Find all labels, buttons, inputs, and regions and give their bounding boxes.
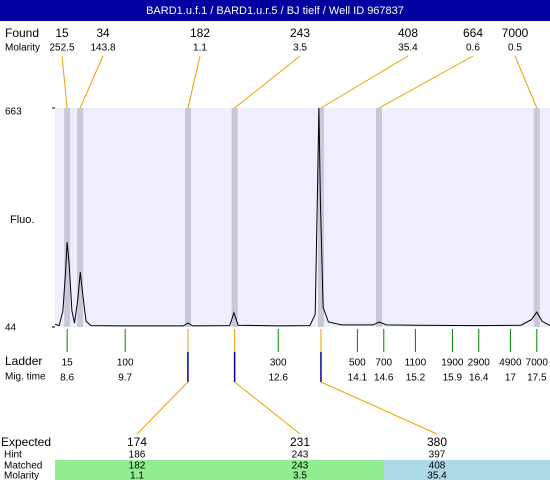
peak-band: [376, 108, 383, 327]
ladder-time: 14.1: [348, 373, 368, 384]
found-size: 408: [398, 26, 418, 40]
molarity: 35.4: [427, 471, 447, 480]
title-bar: [0, 0, 550, 21]
matched: 243: [292, 461, 309, 472]
expected-size: 231: [290, 435, 310, 449]
matched-label: Matched: [4, 461, 42, 472]
molarity-label: Molarity: [4, 471, 39, 480]
found-molarity: 35.4: [398, 43, 418, 54]
found-connector: [514, 55, 538, 109]
found-connector: [378, 55, 474, 109]
title: BARD1.u.f.1 / BARD1.u.r.5 / BJ tielf / W…: [146, 5, 404, 17]
ladder-time: 8.6: [60, 373, 74, 384]
ladder-size: 1100: [405, 358, 427, 369]
ladder-time: 15.9: [443, 373, 463, 384]
ladder-size: 100: [117, 358, 134, 369]
ladder-time: 15.2: [406, 373, 426, 384]
found-connector: [187, 55, 201, 109]
found-size: 243: [290, 26, 310, 40]
ladder-size: 2900: [468, 358, 491, 369]
found-connector: [234, 55, 301, 109]
expected-connector: [136, 381, 189, 435]
y-tick-label: 663: [5, 107, 22, 118]
found-molarity: 143.8: [90, 43, 115, 54]
found-size: 15: [55, 26, 69, 40]
ladder-label: Ladder: [5, 354, 42, 368]
plot-area: [55, 108, 550, 327]
peak-band: [77, 108, 84, 327]
ladder-size: 15: [62, 358, 74, 369]
found-molarity: 0.6: [466, 43, 480, 54]
found-molarity: 1.1: [193, 43, 207, 54]
hint-label: Hint: [4, 450, 22, 461]
ladder-size: 300: [270, 358, 287, 369]
ladder-size: 700: [375, 358, 392, 369]
matched: 182: [129, 461, 146, 472]
peak-band: [533, 108, 540, 327]
expected-size: 174: [127, 435, 147, 449]
ladder-time: 9.7: [118, 373, 132, 384]
ladder-size: 500: [349, 358, 366, 369]
found-molarity: 3.5: [293, 43, 307, 54]
y-label: Fluo.: [10, 214, 34, 226]
expected-connector: [320, 381, 438, 435]
hint: 243: [292, 450, 309, 461]
found-size: 182: [190, 26, 210, 40]
ladder-size: 1900: [441, 358, 464, 369]
ladder-size: 7000: [526, 358, 549, 369]
found-molarity: 252.5: [49, 43, 74, 54]
found-label: Found: [5, 26, 39, 40]
found-size: 664: [463, 26, 483, 40]
ladder-time: 12.6: [268, 373, 288, 384]
found-size: 7000: [502, 26, 529, 40]
found-connector: [79, 55, 104, 109]
ladder-time: 17: [505, 373, 517, 384]
expected-label: Expected: [1, 435, 51, 449]
found-molarity: 0.5: [508, 43, 522, 54]
y-tick-label: 44: [5, 323, 17, 334]
peak-band: [231, 108, 238, 327]
found-size: 34: [96, 26, 110, 40]
trace: [54, 107, 550, 327]
peak-band: [64, 108, 71, 327]
found-sublabel: Molarity: [5, 43, 40, 54]
expected-connector: [234, 381, 301, 435]
molarity: 1.1: [130, 471, 144, 480]
molarity: 3.5: [293, 471, 307, 480]
ladder-sublabel: Mig. time: [5, 372, 46, 383]
ladder-time: 14.6: [374, 373, 394, 384]
found-connector: [61, 55, 68, 109]
expected-size: 380: [427, 435, 447, 449]
hint: 397: [429, 450, 446, 461]
peak-band: [184, 108, 191, 327]
hint: 186: [129, 450, 146, 461]
matched-blue: [384, 460, 550, 480]
ladder-time: 16.4: [469, 373, 489, 384]
ladder-size: 4900: [499, 358, 522, 369]
matched: 408: [429, 461, 446, 472]
ladder-time: 17.5: [527, 373, 547, 384]
matched-green: [55, 460, 384, 480]
found-connector: [320, 55, 409, 109]
